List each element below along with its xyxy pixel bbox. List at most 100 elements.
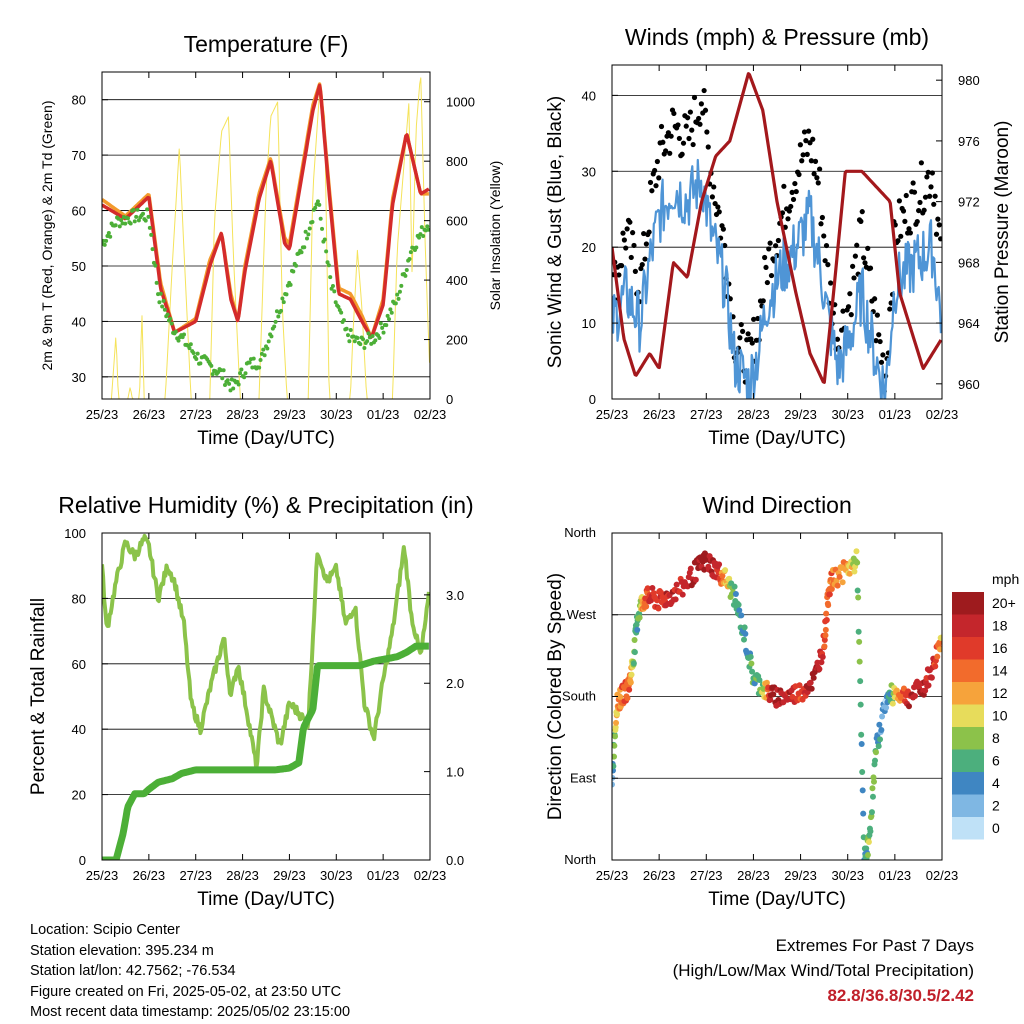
series-point xyxy=(914,218,920,225)
series-point xyxy=(701,87,707,94)
series-point xyxy=(789,189,795,195)
series-point xyxy=(307,226,312,231)
series-point xyxy=(745,331,751,337)
series-point xyxy=(639,262,645,268)
series-point xyxy=(272,324,277,329)
series-point xyxy=(685,115,691,121)
series-point xyxy=(325,260,330,265)
extremes-title: Extremes For Past 7 Days xyxy=(775,936,974,955)
y-tick-label-right: 968 xyxy=(958,255,980,270)
y-tick-label: 80 xyxy=(72,93,86,108)
series-point xyxy=(917,199,923,206)
direction-point xyxy=(853,548,860,555)
series-point xyxy=(788,203,794,210)
series-point xyxy=(803,138,809,144)
y-tick-label-right: 400 xyxy=(446,273,468,288)
series-point xyxy=(792,180,798,187)
direction-point xyxy=(823,610,830,617)
series-point xyxy=(352,339,357,344)
direction-point xyxy=(928,674,935,681)
series-point xyxy=(630,230,636,236)
direction-point xyxy=(823,616,830,623)
panel-direction: Wind Direction 25/23 26/23 27/23 28/23 29/23 3… xyxy=(545,492,1019,910)
series-point xyxy=(687,109,693,115)
series-point xyxy=(388,307,393,312)
series-point xyxy=(132,219,137,224)
series-point xyxy=(117,224,122,229)
plot-frame xyxy=(611,64,943,400)
series-point xyxy=(697,121,703,127)
panel-title: Relative Humidity (%) & Precipitation (i… xyxy=(58,492,473,518)
series-point xyxy=(927,193,933,199)
series-point xyxy=(313,205,318,210)
series-point xyxy=(851,275,857,281)
series-point xyxy=(149,232,154,237)
direction-point xyxy=(922,687,929,694)
series-point xyxy=(649,188,655,194)
series-point xyxy=(646,229,652,235)
series-point xyxy=(266,339,271,344)
series-point xyxy=(361,337,366,342)
x-tick-label: 02/23 xyxy=(414,868,447,883)
y-tick-label: 0 xyxy=(79,853,86,868)
y-tick-label: 100 xyxy=(64,526,86,541)
x-tick-label: 02/23 xyxy=(414,407,447,422)
legend-label: 20+ xyxy=(992,595,1016,611)
series-point xyxy=(667,150,673,156)
series-point xyxy=(328,275,333,280)
legend-label: 14 xyxy=(992,663,1008,679)
series-point xyxy=(859,209,865,215)
legend-label: 18 xyxy=(992,618,1008,634)
series-line xyxy=(612,72,942,384)
series-point xyxy=(797,142,803,148)
series-point xyxy=(654,158,660,165)
series-point xyxy=(265,346,270,351)
series-point xyxy=(299,250,304,255)
series-point xyxy=(341,318,346,323)
series-point xyxy=(845,304,852,310)
direction-point xyxy=(719,572,726,579)
x-tick-label: 02/23 xyxy=(926,868,959,883)
series-point xyxy=(887,306,893,312)
y-tick-label-right: 976 xyxy=(958,134,980,149)
series-point xyxy=(131,207,136,212)
series-point xyxy=(188,342,193,347)
series-point xyxy=(847,291,853,297)
y-tick-label: 40 xyxy=(72,722,86,737)
series-line xyxy=(102,83,430,339)
direction-point xyxy=(912,693,919,700)
series-group xyxy=(102,533,430,860)
direction-point xyxy=(869,793,876,800)
series-point xyxy=(786,208,792,214)
series-point xyxy=(658,123,665,130)
direction-point xyxy=(856,658,863,665)
direction-point xyxy=(748,660,755,667)
x-tick-label: 01/23 xyxy=(879,407,912,422)
series-point xyxy=(158,291,163,296)
legend-label: 6 xyxy=(992,753,1000,769)
direction-point xyxy=(649,585,656,592)
series-point xyxy=(898,233,904,239)
series-point xyxy=(261,347,266,352)
x-tick-label: 30/23 xyxy=(320,868,353,883)
series-point xyxy=(621,237,627,243)
direction-point xyxy=(612,753,618,760)
direction-point xyxy=(870,778,877,785)
series-point xyxy=(900,208,907,214)
series-point xyxy=(381,330,386,335)
x-tick-label: 27/23 xyxy=(179,868,212,883)
series-point xyxy=(421,234,426,239)
series-point xyxy=(310,220,315,225)
x-tick-label: 27/23 xyxy=(690,868,723,883)
panel-humidity: Relative Humidity (%) & Precipitation (i… xyxy=(28,492,474,910)
series-point xyxy=(660,139,666,145)
series-point xyxy=(243,371,248,376)
series-point xyxy=(302,245,307,250)
y-tick-label-right: 1.0 xyxy=(446,765,464,780)
x-tick-label: 28/23 xyxy=(226,868,259,883)
series-point xyxy=(711,184,717,190)
series-point xyxy=(113,223,118,228)
series-point xyxy=(616,272,622,278)
series-point xyxy=(332,289,337,294)
